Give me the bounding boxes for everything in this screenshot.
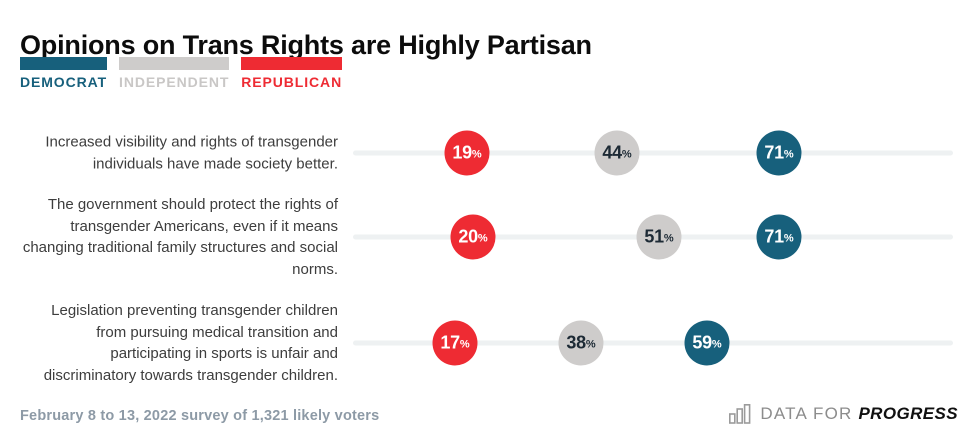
page-title: Opinions on Trans Rights are Highly Part… (20, 30, 592, 61)
dot-republican: 19% (444, 130, 490, 176)
dot-percent-sign: % (585, 338, 596, 351)
dot-percent-sign: % (663, 232, 674, 245)
legend-item: DEMOCRAT (20, 57, 108, 90)
dot-democrat: 71% (756, 214, 802, 260)
dot-percent-sign: % (711, 338, 722, 351)
dot-percent-sign: % (471, 148, 482, 161)
dot-value: 19 (452, 142, 472, 163)
chart-row: The government should protect the rights… (0, 196, 980, 278)
dot-value: 71 (764, 142, 784, 163)
dot-value: 20 (458, 226, 478, 247)
brand-prefix: DATA FOR (760, 404, 853, 423)
row-statement: The government should protect the rights… (22, 196, 338, 278)
row-plot: 17% 38% 59% (353, 278, 953, 408)
legend-swatch (119, 57, 230, 70)
chart-rows: Increased visibility and rights of trans… (0, 110, 980, 408)
dot-value: 38 (566, 332, 586, 353)
row-track (353, 340, 953, 346)
dot-independent: 51% (636, 214, 682, 260)
chart-row: Increased visibility and rights of trans… (0, 110, 980, 196)
dot-value: 17 (440, 332, 460, 353)
dot-percent-sign: % (621, 148, 632, 161)
legend-swatch (20, 57, 108, 70)
dot-independent: 38% (558, 320, 604, 366)
dot-value: 71 (764, 226, 784, 247)
legend-item: INDEPENDENT (119, 57, 230, 90)
row-plot: 20% 51% 71% (353, 196, 953, 278)
dot-percent-sign: % (459, 338, 470, 351)
chart-row: Legislation preventing transgender child… (0, 278, 980, 408)
row-statement: Legislation preventing transgender child… (43, 302, 338, 384)
dot-republican: 20% (450, 214, 496, 260)
bar-chart-icon (728, 403, 752, 425)
dot-percent-sign: % (783, 232, 794, 245)
dot-value: 51 (644, 226, 664, 247)
legend-swatch (241, 57, 343, 70)
brand-name: PROGRESS (858, 404, 958, 423)
dot-percent-sign: % (477, 232, 488, 245)
dot-value: 44 (602, 142, 622, 163)
legend-label: INDEPENDENT (119, 74, 230, 90)
legend: DEMOCRAT INDEPENDENT REPUBLICAN (20, 57, 343, 90)
row-statement: Increased visibility and rights of trans… (45, 133, 338, 173)
source-note: February 8 to 13, 2022 survey of 1,321 l… (20, 408, 380, 424)
dot-independent: 44% (594, 130, 640, 176)
row-track (353, 150, 953, 156)
dot-democrat: 59% (684, 320, 730, 366)
row-plot: 19% 44% 71% (353, 110, 953, 196)
brand-text: DATA FOR PROGRESS (760, 404, 958, 424)
dot-value: 59 (692, 332, 712, 353)
legend-label: DEMOCRAT (20, 74, 108, 90)
legend-label: REPUBLICAN (241, 74, 343, 90)
dot-democrat: 71% (756, 130, 802, 176)
dot-percent-sign: % (783, 148, 794, 161)
legend-item: REPUBLICAN (241, 57, 343, 90)
dot-republican: 17% (432, 320, 478, 366)
brand-logo: DATA FOR PROGRESS (728, 403, 958, 425)
